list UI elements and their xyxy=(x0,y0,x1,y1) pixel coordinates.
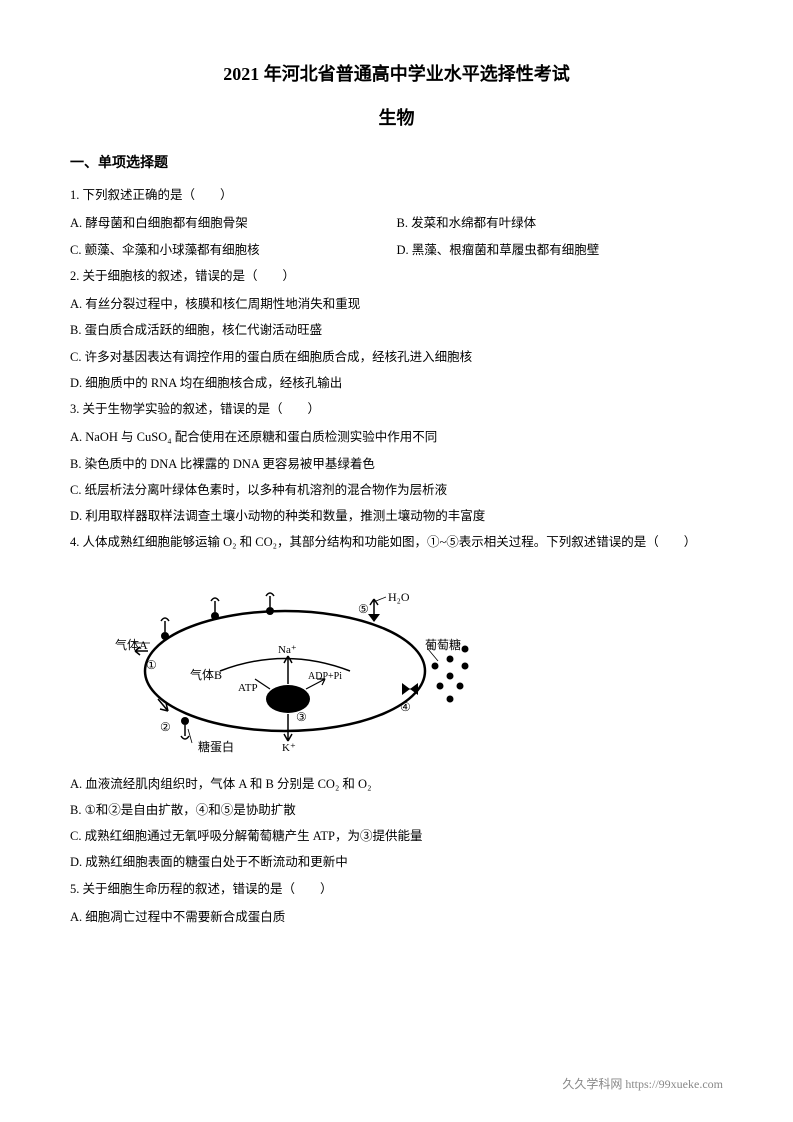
label-num4: ④ xyxy=(400,700,411,714)
q1-optB: B. 发菜和水绵都有叶绿体 xyxy=(397,210,724,236)
q4-optB: B. ①和②是自由扩散，④和⑤是协助扩散 xyxy=(70,797,723,823)
label-glucose: 葡萄糖 xyxy=(425,637,461,652)
q2-optB: B. 蛋白质合成活跃的细胞，核仁代谢活动旺盛 xyxy=(70,317,723,343)
label-adp: ADP+Pi xyxy=(308,671,342,682)
q2-optC: C. 许多对基因表达有调控作用的蛋白质在细胞质合成，经核孔进入细胞核 xyxy=(70,344,723,370)
label-gasB: 气体B xyxy=(190,667,222,682)
section-header: 一、单项选择题 xyxy=(70,152,723,172)
label-glycoprotein: 糖蛋白 xyxy=(198,739,234,754)
q1-optC: C. 颤藻、伞藻和小球藻都有细胞核 xyxy=(70,237,397,263)
q4-optD: D. 成熟红细胞表面的糖蛋白处于不断流动和更新中 xyxy=(70,849,723,875)
q4-optA: A. 血液流经肌肉组织时，气体 A 和 B 分别是 CO₂ 和 O₂ xyxy=(70,771,723,797)
label-h2o: H₂O xyxy=(388,590,410,604)
q5-stem: 5. 关于细胞生命历程的叙述，错误的是（ ） xyxy=(70,876,723,902)
q4-diagram: 气体A 气体B 糖蛋白 H₂O 葡萄糖 Na⁺ K⁺ ATP ADP+Pi ① … xyxy=(110,571,490,761)
q1-options: A. 酵母菌和白细胞都有细胞骨架 B. 发菜和水绵都有叶绿体 C. 颤藻、伞藻和… xyxy=(70,210,723,263)
q3-stem: 3. 关于生物学实验的叙述，错误的是（ ） xyxy=(70,396,723,422)
label-num2: ② xyxy=(160,720,171,734)
q1-optA: A. 酵母菌和白细胞都有细胞骨架 xyxy=(70,210,397,236)
label-num3: ③ xyxy=(296,710,307,724)
q2-stem: 2. 关于细胞核的叙述，错误的是（ ） xyxy=(70,263,723,289)
label-k: K⁺ xyxy=(282,742,296,754)
exam-subject: 生物 xyxy=(70,104,723,130)
label-gasA: 气体A xyxy=(115,637,148,652)
q5-optA: A. 细胞凋亡过程中不需要新合成蛋白质 xyxy=(70,904,723,930)
q2-optD: D. 细胞质中的 RNA 均在细胞核合成，经核孔输出 xyxy=(70,370,723,396)
label-atp: ATP xyxy=(238,682,258,694)
q3-optD: D. 利用取样器取样法调查土壤小动物的种类和数量，推测土壤动物的丰富度 xyxy=(70,503,723,529)
q3-optC: C. 纸层析法分离叶绿体色素时，以多种有机溶剂的混合物作为层析液 xyxy=(70,477,723,503)
cell-diagram-svg: 气体A 气体B 糖蛋白 H₂O 葡萄糖 Na⁺ K⁺ ATP ADP+Pi ① … xyxy=(110,571,490,761)
q1-stem: 1. 下列叙述正确的是（ ） xyxy=(70,182,723,208)
q3-optA: A. NaOH 与 CuSO₄ 配合使用在还原糖和蛋白质检测实验中作用不同 xyxy=(70,424,723,450)
label-na: Na⁺ xyxy=(278,644,297,656)
q4-optC: C. 成熟红细胞通过无氧呼吸分解葡萄糖产生 ATP，为③提供能量 xyxy=(70,823,723,849)
q3-optB: B. 染色质中的 DNA 比裸露的 DNA 更容易被甲基绿着色 xyxy=(70,451,723,477)
footer-watermark: 久久学科网 https://99xueke.com xyxy=(562,1075,723,1092)
label-num1: ① xyxy=(146,658,157,672)
label-num5: ⑤ xyxy=(358,602,369,616)
q2-optA: A. 有丝分裂过程中，核膜和核仁周期性地消失和重现 xyxy=(70,291,723,317)
q4-stem: 4. 人体成熟红细胞能够运输 O₂ 和 CO₂，其部分结构和功能如图，①~⑤表示… xyxy=(70,529,723,555)
q1-optD: D. 黑藻、根瘤菌和草履虫都有细胞壁 xyxy=(397,237,724,263)
exam-title: 2021 年河北省普通高中学业水平选择性考试 xyxy=(70,60,723,86)
